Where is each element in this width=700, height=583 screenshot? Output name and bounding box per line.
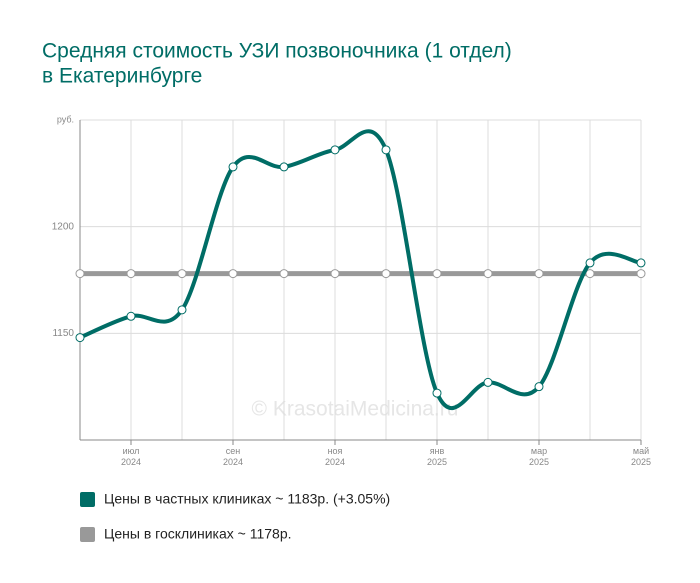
series-line bbox=[79, 129, 642, 411]
chart-title: Средняя стоимость УЗИ позвоночника (1 от… bbox=[42, 40, 512, 63]
data-point bbox=[177, 269, 187, 279]
data-point bbox=[330, 269, 340, 279]
y-tick-label: 1150 bbox=[52, 328, 74, 339]
y-tick-label: руб. bbox=[57, 114, 74, 124]
data-point bbox=[585, 269, 595, 279]
data-point bbox=[330, 145, 340, 155]
data-point bbox=[228, 269, 238, 279]
data-point bbox=[381, 269, 391, 279]
data-point bbox=[432, 388, 442, 398]
data-point bbox=[432, 269, 442, 279]
y-tick-label: 1200 bbox=[52, 221, 75, 232]
x-tick-label: май 2025 bbox=[631, 446, 651, 467]
legend-swatch bbox=[80, 492, 95, 507]
data-point bbox=[279, 162, 289, 172]
data-point bbox=[381, 145, 391, 155]
x-tick-label: ноя 2024 bbox=[325, 446, 345, 467]
data-point bbox=[177, 305, 187, 315]
data-point bbox=[279, 269, 289, 279]
data-point bbox=[483, 269, 493, 279]
data-point bbox=[126, 269, 136, 279]
watermark: © KrasotaiMedicina.ru bbox=[252, 398, 459, 421]
data-point bbox=[75, 269, 85, 279]
x-tick-label: сен 2024 bbox=[223, 446, 243, 467]
data-point bbox=[585, 258, 595, 268]
legend-label: Цены в частных клиниках ~ 1183р. (+3.05%… bbox=[104, 491, 390, 507]
data-point bbox=[228, 162, 238, 172]
data-point bbox=[75, 333, 85, 343]
legend-swatch bbox=[80, 527, 95, 542]
x-tick-label: мар 2025 bbox=[529, 446, 549, 467]
chart-subtitle: в Екатеринбурге bbox=[42, 65, 202, 88]
x-tick-label: янв 2025 bbox=[427, 446, 447, 467]
data-point bbox=[534, 382, 544, 392]
data-point bbox=[483, 377, 493, 387]
legend-label: Цены в госклиниках ~ 1178р. bbox=[104, 526, 292, 542]
data-point bbox=[636, 258, 646, 268]
data-point bbox=[534, 269, 544, 279]
data-point bbox=[636, 269, 646, 279]
data-point bbox=[126, 311, 136, 321]
plot bbox=[75, 129, 646, 411]
x-tick-label: июл 2024 bbox=[121, 446, 141, 467]
